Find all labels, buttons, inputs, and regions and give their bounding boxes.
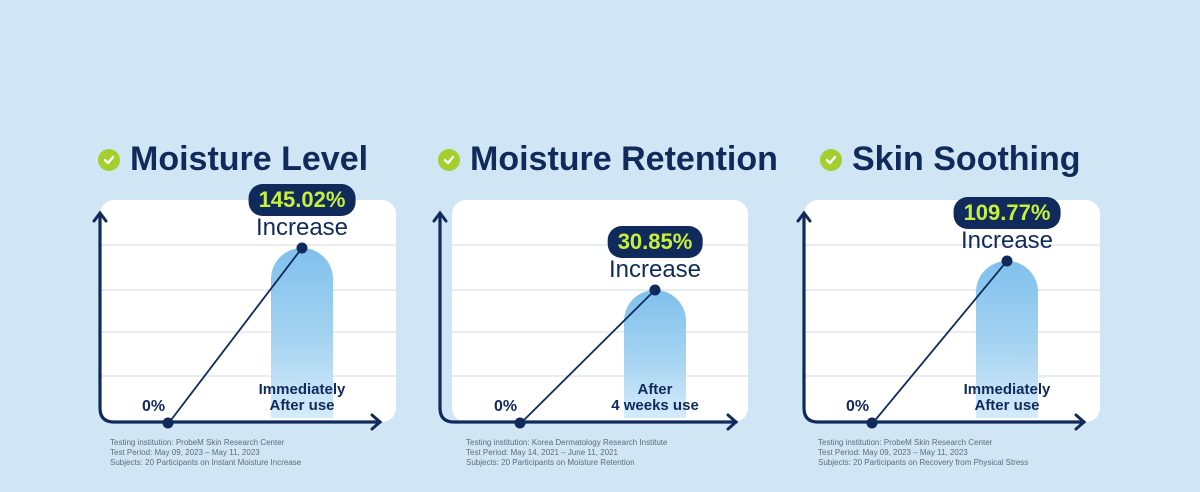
increase-badge: 145.02%	[248, 184, 356, 216]
note-subjects: Subjects: 20 Participants on Recovery fr…	[818, 458, 1029, 467]
chart-panel: Moisture Retention 30.85% Increase 0% Af…	[432, 0, 778, 492]
increase-badge: 30.85%	[607, 226, 703, 258]
point-end	[649, 284, 661, 296]
test-notes: Testing institution: Korea Dermatology R…	[466, 438, 667, 468]
note-subjects: Subjects: 20 Participants on Moisture Re…	[466, 458, 635, 467]
chart-area: 30.85% Increase 0% After 4 weeks use	[432, 200, 748, 435]
chart-title: Moisture Level	[130, 140, 369, 178]
chart-area: 109.77% Increase 0% Immediately After us…	[796, 196, 1100, 435]
note-institution: Testing institution: ProbeM Skin Researc…	[110, 438, 285, 447]
chart-card	[100, 200, 396, 422]
trend-line	[519, 289, 656, 425]
increase-label: Increase	[960, 226, 1054, 254]
trend-line	[871, 260, 1008, 425]
increase-badge: 109.77%	[953, 196, 1061, 229]
increase-label: Increase	[608, 256, 702, 283]
axis-line	[438, 212, 738, 424]
chart-svg	[92, 210, 396, 431]
bar-after	[624, 290, 686, 418]
check-circle-icon	[98, 148, 120, 171]
point-start	[866, 417, 878, 429]
note-institution: Testing institution: Korea Dermatology R…	[466, 438, 668, 447]
chart-title-row: Skin Soothing	[820, 140, 1100, 179]
bar-after	[271, 248, 333, 418]
chart-svg	[432, 210, 748, 431]
zero-label: 0%	[846, 398, 870, 415]
test-notes: Testing institution: ProbeM Skin Researc…	[110, 438, 301, 468]
chart-area: 145.02% Increase 0% Immediately After us…	[92, 184, 396, 435]
note-period: Test Period: May 14, 2021 – June 11, 202…	[466, 448, 618, 457]
check-circle-icon	[820, 148, 842, 171]
chart-title: Skin Soothing	[852, 140, 1081, 178]
axis-line	[802, 212, 1086, 424]
note-institution: Testing institution: ProbeM Skin Researc…	[818, 438, 993, 447]
note-period: Test Period: May 09, 2023 – May 11, 2023	[818, 448, 968, 457]
y-axis-arrow	[796, 210, 812, 223]
chart-svg	[796, 210, 1100, 431]
chart-title-row: Moisture Level	[98, 140, 396, 179]
note-subjects: Subjects: 20 Participants on Instant Moi…	[110, 458, 302, 467]
trend-line	[167, 247, 303, 425]
note-period: Test Period: May 09, 2023 – May 11, 2023	[110, 448, 260, 457]
x-axis-arrow	[370, 413, 383, 431]
zero-label: 0%	[142, 398, 166, 415]
bar-label: Immediately After use	[963, 381, 1051, 414]
bar-after	[976, 260, 1038, 418]
x-axis-arrow	[726, 413, 739, 431]
point-start	[162, 417, 174, 429]
y-axis-arrow	[92, 210, 108, 223]
test-notes: Testing institution: ProbeM Skin Researc…	[818, 438, 1028, 468]
chart-panel: Moisture Level 145.02% Increase 0% Immed…	[92, 0, 396, 492]
zero-label: 0%	[494, 398, 518, 415]
bar-label: Immediately After use	[258, 381, 346, 414]
x-axis-arrow	[1074, 413, 1087, 431]
chart-title: Moisture Retention	[470, 140, 778, 178]
y-axis-arrow	[432, 210, 448, 223]
check-circle-icon	[438, 148, 460, 171]
increase-label: Increase	[255, 214, 349, 241]
chart-panel: Skin Soothing 109.77% Increase 0% Immedi…	[796, 0, 1100, 492]
chart-card	[804, 200, 1100, 422]
point-end	[1001, 255, 1013, 267]
point-end	[296, 242, 308, 254]
point-start	[514, 417, 526, 429]
bar-label: After 4 weeks use	[611, 381, 699, 414]
chart-title-row: Moisture Retention	[438, 140, 778, 179]
axis-line	[98, 212, 382, 424]
